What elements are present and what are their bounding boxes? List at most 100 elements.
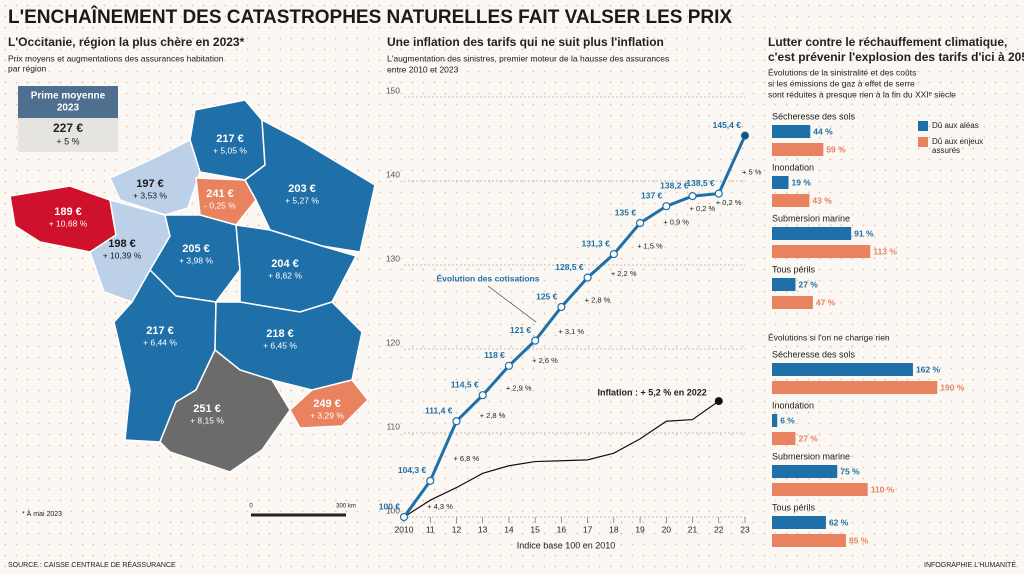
change-label: + 2,6 % xyxy=(532,356,558,365)
legend-label: Dû aux enjeux assurés xyxy=(932,137,984,155)
map-note: * À mai 2023 xyxy=(22,509,62,518)
point xyxy=(688,192,697,201)
bar xyxy=(772,534,846,547)
region-change: + 6,44 % xyxy=(143,337,177,347)
bar xyxy=(772,227,852,240)
line-subtitle: entre 2010 et 2023 xyxy=(387,64,459,74)
legend-swatch xyxy=(918,137,928,147)
x-tick-label: 15 xyxy=(530,524,540,534)
x-tick-label: 2010 xyxy=(395,524,414,534)
bar-title: c'est prévenir l'explosion des tarifs d'… xyxy=(768,50,1024,64)
region-price: 204 € xyxy=(271,258,299,270)
region-price: 241 € xyxy=(206,188,234,200)
y-tick-label: 110 xyxy=(386,421,400,431)
point xyxy=(557,302,566,312)
category-label: Submersion marine xyxy=(772,213,850,223)
value-label: 91 % xyxy=(854,228,874,238)
category-label: Inondation xyxy=(772,162,814,172)
point xyxy=(478,391,487,400)
region-price: 189 € xyxy=(54,206,82,218)
point xyxy=(714,189,723,198)
change-label: + 0,9 % xyxy=(663,218,689,227)
change-label: + 2,8 % xyxy=(585,295,611,304)
bar xyxy=(772,245,871,258)
value-label: 114,5 € xyxy=(451,379,479,389)
page-title: L'ENCHAÎNEMENT DES CATASTROPHES NATURELL… xyxy=(8,6,732,28)
value-label: 145,4 € xyxy=(713,120,742,130)
source: SOURCE : CAISSE CENTRALE DE RÉASSURANCE xyxy=(8,560,176,569)
x-tick-label: 14 xyxy=(504,524,514,534)
region-change: + 6,45 % xyxy=(263,340,297,350)
change-label: + 4,3 % xyxy=(427,502,453,511)
point xyxy=(662,202,671,211)
bar xyxy=(772,363,913,376)
value-label: 111,4 € xyxy=(425,405,453,415)
y-tick-label: 150 xyxy=(386,85,400,95)
value-label: 19 % xyxy=(792,177,812,187)
point xyxy=(609,249,618,259)
region xyxy=(289,379,370,429)
change-label: + 6,8 % xyxy=(453,454,479,463)
value-label: 128,5 € xyxy=(555,262,584,272)
region-price: 205 € xyxy=(182,243,210,255)
value-label: 59 % xyxy=(826,144,846,154)
panel-subtitle: sont réduites à presque rien à la fin du… xyxy=(768,89,956,99)
x-tick-label: 18 xyxy=(609,524,619,534)
change-label: + 3,1 % xyxy=(558,327,584,336)
value-label: 75 % xyxy=(840,466,860,476)
category-label: Sécheresse des sols xyxy=(772,111,856,121)
end-point xyxy=(714,397,723,406)
category-label: Inondation xyxy=(772,400,814,410)
value-label: 162 % xyxy=(916,364,941,374)
point xyxy=(531,336,540,345)
region-price: 203 € xyxy=(288,183,316,195)
legend: Dû aux aléas Dû aux enjeux assurés xyxy=(918,121,1018,161)
value-label: 47 % xyxy=(816,297,836,307)
x-tick-label: 19 xyxy=(635,524,645,534)
x-tick-label: 11 xyxy=(426,524,435,534)
bar xyxy=(772,296,813,309)
change-label: + 5 % xyxy=(742,168,762,177)
series-line xyxy=(402,135,747,518)
value-label: 125 € xyxy=(536,291,558,301)
y-tick-label: 120 xyxy=(386,337,400,347)
value-label: 100 € xyxy=(379,501,401,511)
box-change: + 5 % xyxy=(56,136,79,146)
map-title: L'Occitanie, région la plus chère en 202… xyxy=(8,35,245,49)
bar xyxy=(772,465,838,478)
x-tick-label: 21 xyxy=(688,524,698,534)
point xyxy=(635,218,645,228)
box-title: Prime moyenne xyxy=(31,91,106,102)
bar xyxy=(772,516,826,529)
region-change: + 8,15 % xyxy=(190,415,224,425)
line-chart: 100 110 120 130 140 150 2010 11 12 13 14 15 16 17 18 19… xyxy=(379,85,762,534)
box-price: 227 € xyxy=(53,121,83,135)
value-label: 137 € xyxy=(641,190,663,200)
series-name: Inflation : + 5,2 % en 2022 xyxy=(597,387,706,397)
value-label: 131,3 € xyxy=(581,238,610,248)
value-label: 6 % xyxy=(780,415,795,425)
line-subtitle: L'augmentation des sinistres, premier mo… xyxy=(387,53,669,63)
value-label: 44 % xyxy=(813,126,833,136)
change-label: + 0,2 % xyxy=(716,198,742,207)
category-label: Tous périls xyxy=(772,502,816,512)
legend-item: Dû aux aléas xyxy=(918,121,1018,131)
panel-subtitle: si les émissions de gaz à effet de serre xyxy=(768,78,915,88)
region-change: + 3,53 % xyxy=(133,190,167,200)
change-label: + 2,8 % xyxy=(480,411,506,420)
value-label: 85 % xyxy=(849,535,869,545)
value-label: 113 % xyxy=(873,246,897,256)
x-tick-label: 13 xyxy=(478,524,488,534)
change-label: + 2,2 % xyxy=(611,269,637,278)
bar-title: Lutter contre le réchauffement climatiqu… xyxy=(768,35,1007,49)
point xyxy=(583,273,592,282)
bar xyxy=(772,143,824,156)
scale-label: 300 km xyxy=(336,504,356,510)
box-title: 2023 xyxy=(57,103,80,114)
region-price: 249 € xyxy=(313,398,341,410)
region-change: + 5,05 % xyxy=(213,145,247,155)
y-tick-label: 130 xyxy=(386,253,400,263)
value-label: 121 € xyxy=(510,325,532,335)
category-label: Sécheresse des sols xyxy=(772,349,856,359)
region-price: 217 € xyxy=(216,133,244,145)
